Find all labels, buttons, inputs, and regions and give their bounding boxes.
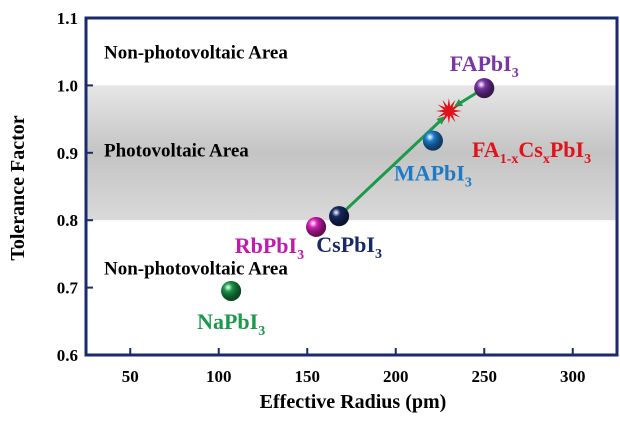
point-label: CsPbI3 bbox=[316, 232, 382, 262]
y-tick-label: 1.1 bbox=[57, 9, 78, 28]
y-axis-title: Tolerance Factor bbox=[7, 115, 29, 260]
point-shading bbox=[474, 78, 495, 99]
data-point bbox=[422, 130, 443, 151]
point-label: RbPbI3 bbox=[235, 233, 304, 263]
point-shading bbox=[329, 206, 350, 227]
star-marker bbox=[435, 98, 462, 124]
region-label: Non-photovoltaic Area bbox=[104, 43, 288, 64]
x-tick-label: 150 bbox=[295, 367, 321, 386]
data-point bbox=[329, 206, 350, 227]
x-axis-ticks: 50 100 150 200 250 300 bbox=[122, 348, 586, 386]
data-points bbox=[221, 78, 495, 301]
point-shading bbox=[221, 280, 242, 301]
plot-frame bbox=[84, 16, 619, 357]
point-labels: NaPbI3 RbPbI3 CsPbI3 MAPbI3 FAPbI3 bbox=[197, 51, 519, 339]
x-tick-label: 50 bbox=[122, 367, 139, 386]
y-axis-ticks: 0.6 0.7 0.8 0.9 1.0 1.1 bbox=[57, 9, 93, 365]
y-tick-label: 0.8 bbox=[57, 211, 78, 230]
point-shading bbox=[422, 130, 443, 151]
x-tick-label: 100 bbox=[206, 367, 232, 386]
point-label: FAPbI3 bbox=[450, 51, 519, 81]
y-tick-label: 0.6 bbox=[57, 346, 78, 365]
data-point bbox=[306, 216, 327, 237]
mixed-label: FA1-xCsxPbI3 bbox=[472, 137, 591, 167]
region-label: Non-photovoltaic Area bbox=[104, 258, 288, 279]
point-shading bbox=[306, 216, 327, 237]
point-label: MAPbI3 bbox=[394, 161, 472, 191]
x-tick-label: 300 bbox=[560, 367, 586, 386]
data-point bbox=[474, 78, 495, 99]
x-tick-label: 200 bbox=[383, 367, 409, 386]
point-label: NaPbI3 bbox=[197, 309, 265, 339]
data-point bbox=[221, 280, 242, 301]
x-axis-title: Effective Radius (pm) bbox=[260, 391, 447, 413]
x-tick-label: 250 bbox=[472, 367, 498, 386]
photovoltaic-band bbox=[86, 85, 617, 221]
mixed-composition: FA1-xCsxPbI3 bbox=[435, 98, 591, 167]
y-tick-label: 0.9 bbox=[57, 144, 78, 163]
y-tick-label: 0.7 bbox=[57, 279, 79, 298]
y-tick-label: 1.0 bbox=[57, 76, 78, 95]
region-labels: Non-photovoltaic Area Photovoltaic Area No… bbox=[104, 43, 288, 280]
region-label: Photovoltaic Area bbox=[104, 140, 249, 161]
